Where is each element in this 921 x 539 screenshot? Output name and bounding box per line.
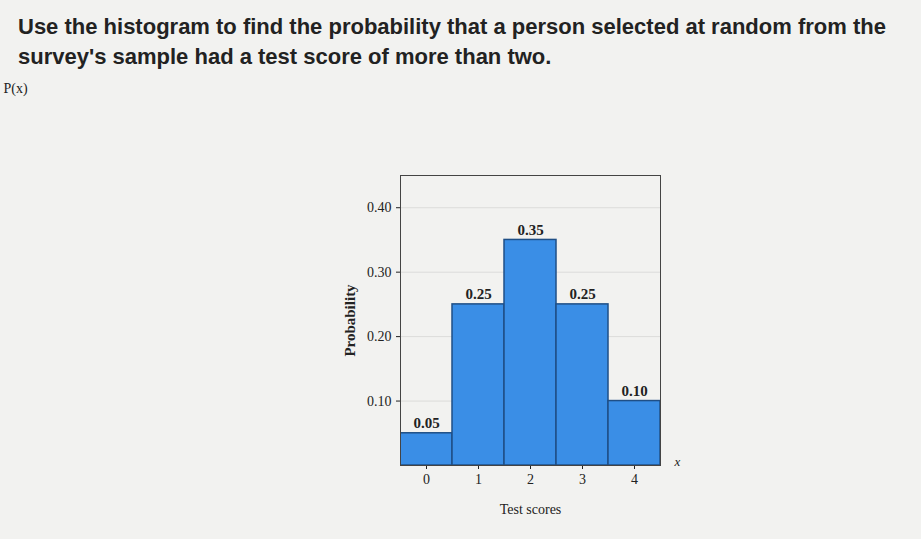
svg-text:2: 2 (527, 472, 534, 487)
svg-text:0.40: 0.40 (367, 200, 392, 215)
svg-text:1: 1 (475, 472, 482, 487)
svg-text:0.10: 0.10 (367, 394, 392, 409)
svg-text:3: 3 (579, 472, 586, 487)
svg-text:0.35: 0.35 (517, 222, 543, 238)
html-text:Use the histogram to find the: Use the histogram to find the probabilit… (18, 14, 886, 69)
svg-text:0.05: 0.05 (413, 415, 439, 431)
svg-text:4: 4 (631, 472, 638, 487)
svg-text:0.20: 0.20 (367, 329, 392, 344)
svg-text:Probability: Probability (342, 284, 358, 357)
svg-text:P(x): P(x) (4, 81, 28, 97)
svg-text:0.25: 0.25 (569, 286, 595, 302)
svg-text:0.25: 0.25 (465, 286, 491, 302)
svg-text:0: 0 (423, 472, 430, 487)
svg-text:0.30: 0.30 (367, 265, 392, 280)
svg-text:0.10: 0.10 (621, 383, 647, 399)
svg-text:x: x (674, 454, 681, 469)
svg-text:Test scores: Test scores (500, 502, 562, 517)
